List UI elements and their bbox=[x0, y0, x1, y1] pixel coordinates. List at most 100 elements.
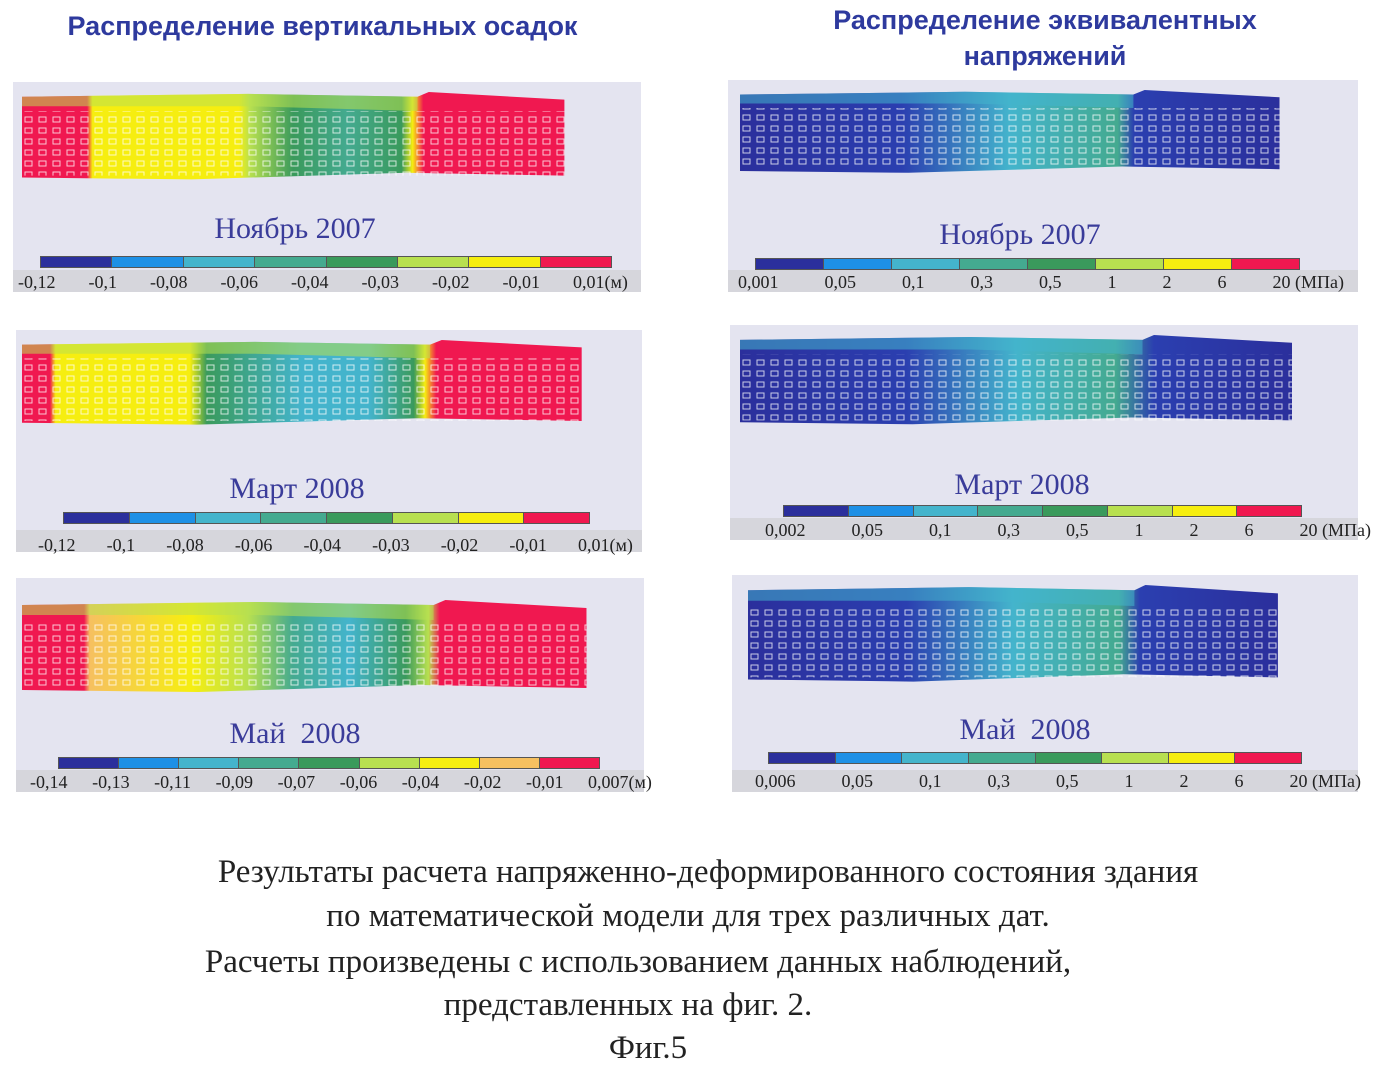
figure-number: Фиг.5 bbox=[0, 1026, 1336, 1070]
scale-label: 6 bbox=[1235, 771, 1244, 792]
scale-label: 0,05 bbox=[842, 771, 874, 792]
scale-label: 0,007(м) bbox=[588, 772, 652, 793]
color-scale-swatch bbox=[420, 758, 480, 768]
color-scale-swatch bbox=[239, 758, 299, 768]
color-scale-swatch bbox=[59, 758, 119, 768]
color-scale-bar bbox=[783, 505, 1302, 517]
color-scale-swatch bbox=[1237, 506, 1301, 516]
scale-label: -0,06 bbox=[221, 272, 259, 293]
color-scale-swatch bbox=[756, 259, 824, 269]
color-scale-swatch bbox=[914, 506, 979, 516]
scale-label: 2 bbox=[1190, 520, 1199, 541]
scale-label: 1 bbox=[1125, 771, 1134, 792]
scale-label: -0,1 bbox=[89, 272, 118, 293]
building-contour-plot bbox=[22, 92, 587, 187]
scale-label: 2 bbox=[1163, 272, 1172, 293]
color-scale-swatch bbox=[179, 758, 239, 768]
color-scale-swatch bbox=[1232, 259, 1299, 269]
scale-label: -0,01 bbox=[509, 535, 547, 556]
caption-line4: представленных на фиг. 2. bbox=[0, 983, 1316, 1027]
color-scale-swatch bbox=[784, 506, 849, 516]
color-scale-swatch bbox=[1028, 259, 1096, 269]
scale-label: 1 bbox=[1108, 272, 1117, 293]
color-scale-swatch bbox=[1043, 506, 1108, 516]
caption-line2: по математической модели для трех различ… bbox=[0, 894, 1376, 938]
color-scale-swatch bbox=[541, 257, 611, 267]
color-scale-swatch bbox=[1108, 506, 1173, 516]
scale-label: 0,05 bbox=[852, 520, 884, 541]
caption-line3: Расчеты произведены с использованием дан… bbox=[0, 940, 1326, 984]
color-scale-labels: -0,12-0,1-0,08-0,06-0,04-0,03-0,02-0,010… bbox=[18, 272, 628, 293]
color-scale-swatch bbox=[1102, 753, 1169, 763]
scale-label: -0,04 bbox=[402, 772, 440, 793]
scale-label: -0,04 bbox=[291, 272, 329, 293]
scale-label: -0,12 bbox=[18, 272, 56, 293]
scale-label: -0,06 bbox=[235, 535, 273, 556]
right-title-line1: Распределение эквивалентных bbox=[760, 2, 1330, 38]
color-scale-swatch bbox=[849, 506, 914, 516]
color-scale-swatch bbox=[769, 753, 836, 763]
color-scale-swatch bbox=[824, 259, 892, 269]
scale-label: 6 bbox=[1218, 272, 1227, 293]
scale-label: -0,02 bbox=[432, 272, 470, 293]
scale-label: 20 (МПа) bbox=[1300, 520, 1371, 541]
date-caption: Май 2008 bbox=[229, 717, 360, 751]
scale-label: -0,02 bbox=[441, 535, 479, 556]
scale-label: 0,01(м) bbox=[578, 535, 633, 556]
color-scale-swatch bbox=[393, 513, 459, 523]
color-scale-bar bbox=[768, 752, 1302, 764]
color-scale-swatch bbox=[261, 513, 327, 523]
scale-label: -0,08 bbox=[166, 535, 204, 556]
color-scale-swatch bbox=[119, 758, 179, 768]
date-caption: Май 2008 bbox=[959, 713, 1090, 747]
date-caption: Ноябрь 2007 bbox=[939, 218, 1100, 252]
color-scale-bar bbox=[63, 512, 590, 524]
color-scale-labels: 0,0010,050,10,30,512620 (МПа) bbox=[738, 272, 1344, 293]
building-contour-plot bbox=[22, 340, 605, 432]
color-scale-swatch bbox=[1096, 259, 1164, 269]
date-caption: Ноябрь 2007 bbox=[214, 212, 375, 246]
scale-label: -0,01 bbox=[526, 772, 564, 793]
color-scale-bar bbox=[755, 258, 1300, 270]
color-scale-swatch bbox=[969, 753, 1036, 763]
left-column-title: Распределение вертикальных осадок bbox=[10, 8, 635, 44]
scale-label: 0,5 bbox=[1056, 771, 1079, 792]
scale-label: -0,04 bbox=[304, 535, 342, 556]
color-scale-swatch bbox=[469, 257, 540, 267]
scale-label: 0,05 bbox=[825, 272, 857, 293]
scale-label: 0,1 bbox=[919, 771, 942, 792]
color-scale-labels: -0,12-0,1-0,08-0,06-0,04-0,03-0,02-0,010… bbox=[38, 535, 633, 556]
color-scale-swatch bbox=[327, 257, 398, 267]
color-scale-swatch bbox=[524, 513, 589, 523]
color-scale-swatch bbox=[1036, 753, 1103, 763]
scale-label: 0,3 bbox=[998, 520, 1021, 541]
color-scale-swatch bbox=[327, 513, 393, 523]
scale-label: -0,11 bbox=[154, 772, 191, 793]
color-scale-swatch bbox=[64, 513, 130, 523]
color-scale-labels: -0,14-0,13-0,11-0,09-0,07-0,06-0,04-0,02… bbox=[30, 772, 652, 793]
caption-line1: Результаты расчета напряженно-деформиров… bbox=[20, 850, 1376, 894]
color-scale-swatch bbox=[398, 257, 469, 267]
scale-label: 0,1 bbox=[902, 272, 925, 293]
scale-label: 0,006 bbox=[755, 771, 796, 792]
color-scale-swatch bbox=[902, 753, 969, 763]
scale-label: -0,12 bbox=[38, 535, 76, 556]
color-scale-swatch bbox=[184, 257, 255, 267]
color-scale-bar bbox=[40, 256, 612, 268]
scale-label: -0,14 bbox=[30, 772, 68, 793]
color-scale-swatch bbox=[836, 753, 903, 763]
building-contour-plot bbox=[740, 335, 1315, 432]
color-scale-swatch bbox=[196, 513, 262, 523]
scale-label: 0,3 bbox=[971, 272, 994, 293]
building-contour-plot bbox=[740, 90, 1302, 180]
color-scale-swatch bbox=[978, 506, 1043, 516]
scale-label: -0,07 bbox=[278, 772, 316, 793]
scale-label: -0,13 bbox=[92, 772, 130, 793]
scale-label: -0,03 bbox=[362, 272, 400, 293]
color-scale-swatch bbox=[41, 257, 112, 267]
scale-label: 0,1 bbox=[929, 520, 952, 541]
scale-label: -0,01 bbox=[503, 272, 541, 293]
scale-label: 0,5 bbox=[1066, 520, 1089, 541]
scale-label: -0,02 bbox=[464, 772, 502, 793]
scale-label: 0,3 bbox=[988, 771, 1011, 792]
